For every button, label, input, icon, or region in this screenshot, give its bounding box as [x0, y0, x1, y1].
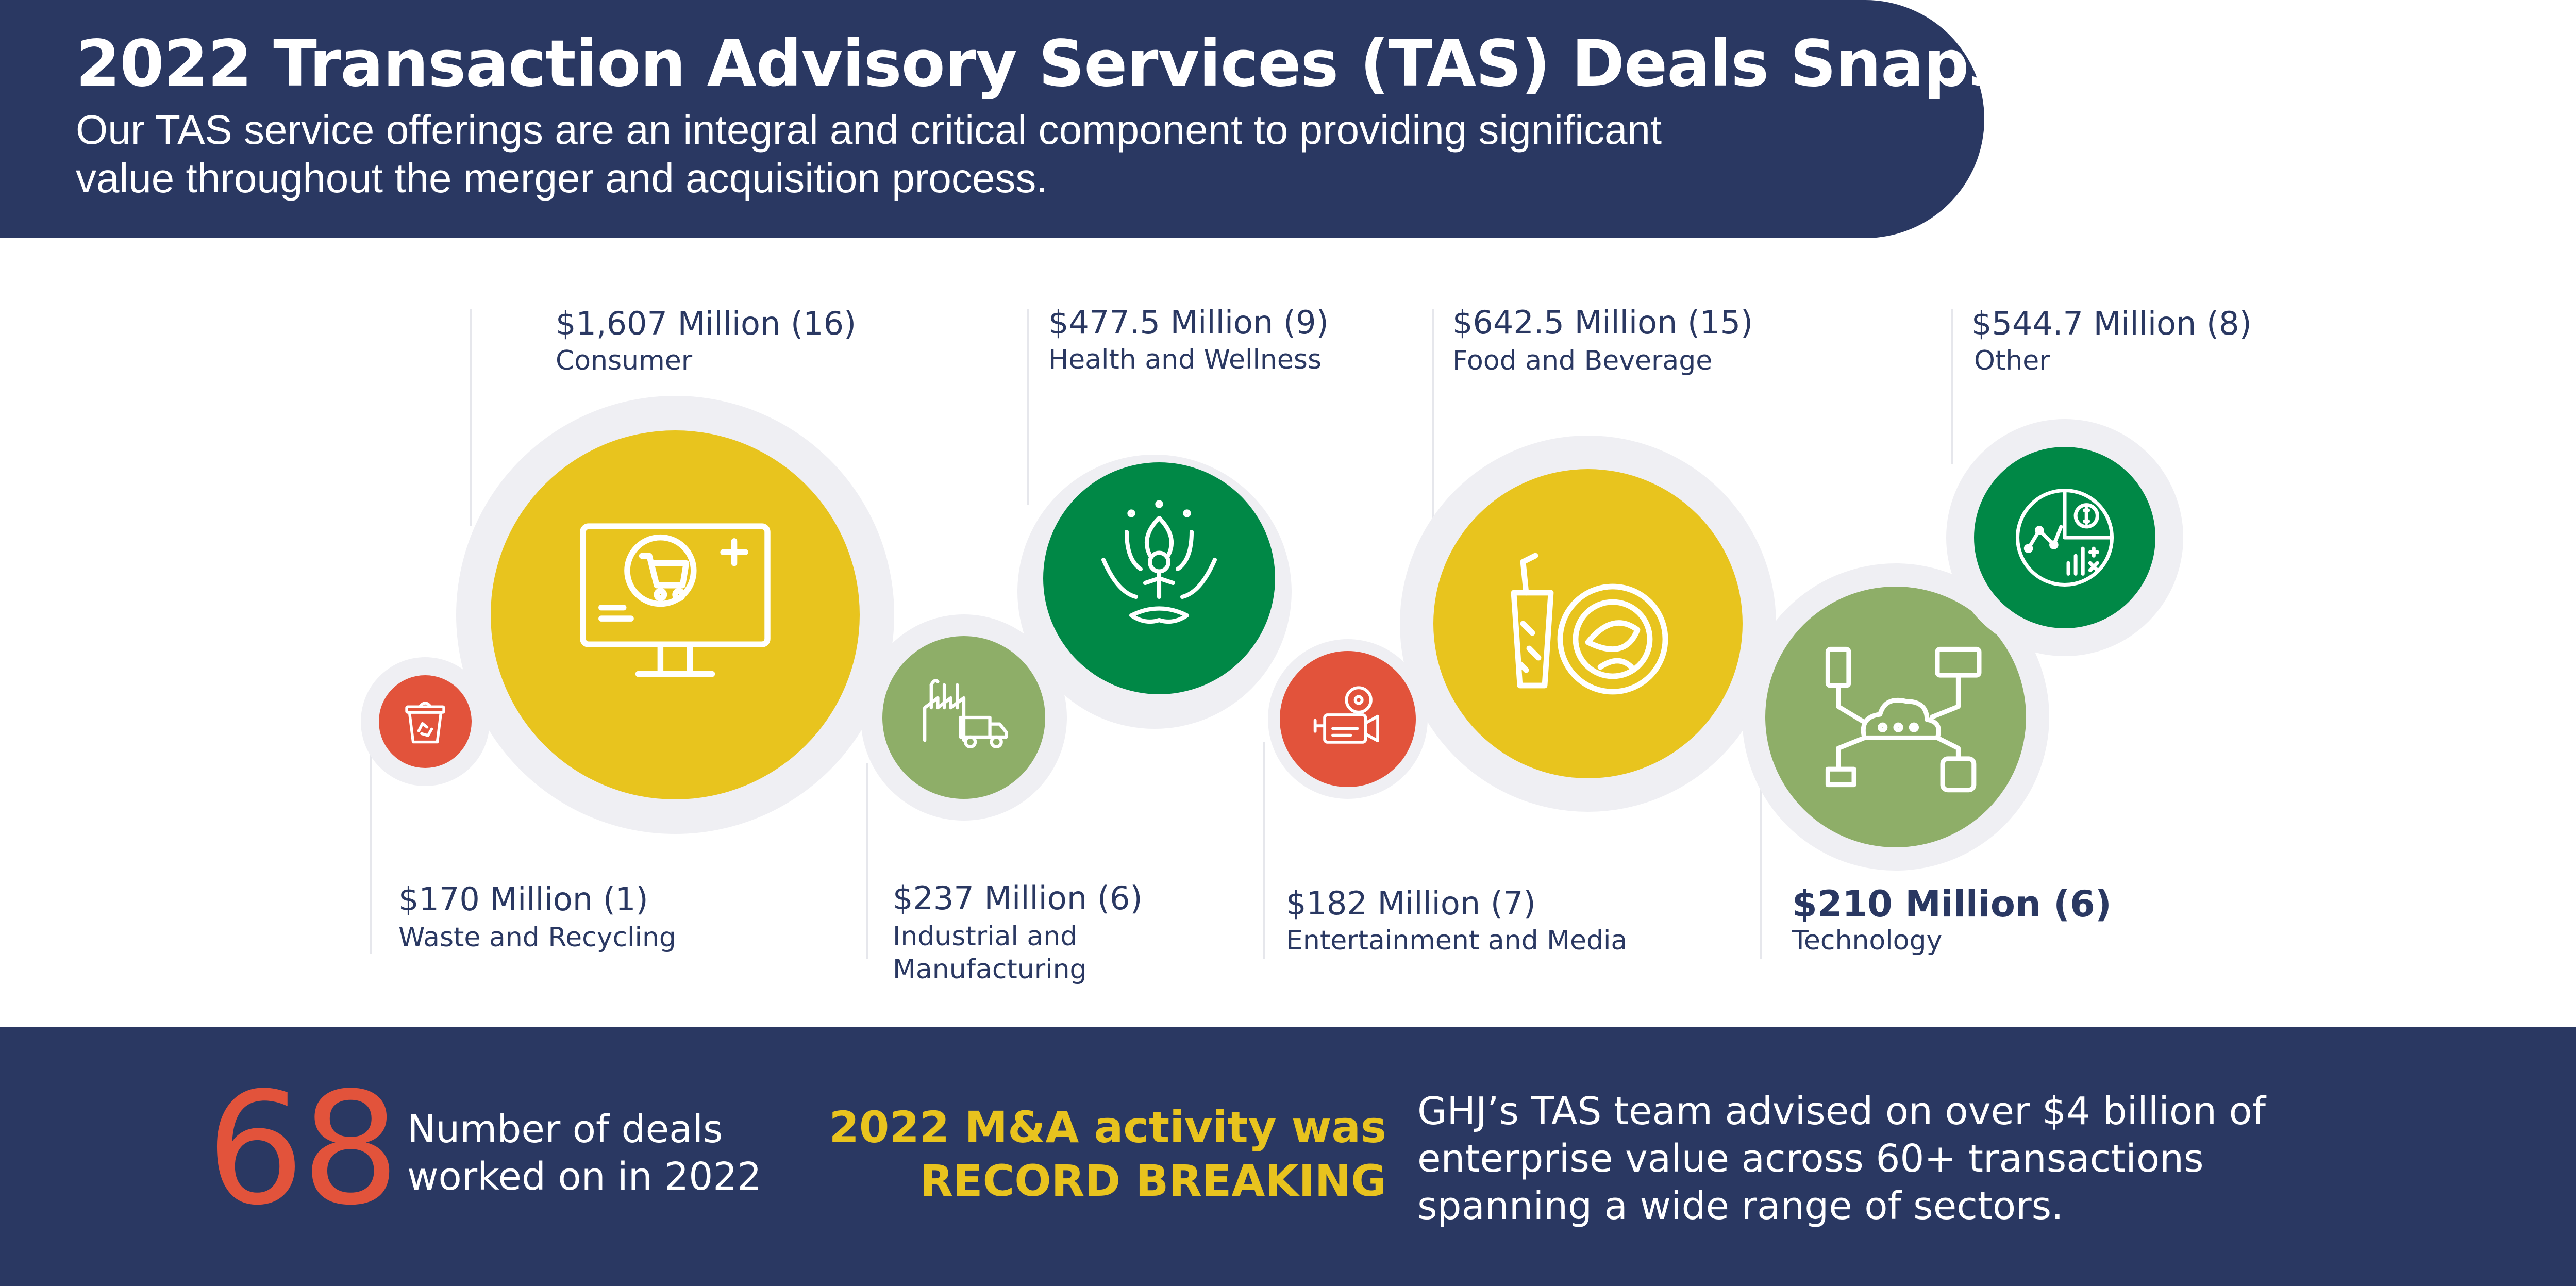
- recycling-bin-icon: [405, 702, 445, 744]
- summary-text: GHJ’s TAS team advised on over $4 billio…: [1417, 1089, 2266, 1228]
- pie-chart-analytics-icon: [2015, 488, 2114, 587]
- cloud-network-icon: [1825, 646, 1982, 793]
- industrial-disc: [882, 636, 1045, 799]
- technology-disc: [1765, 587, 2026, 847]
- lotus-meditation-icon: [1101, 500, 1217, 624]
- consumer-disc: [491, 430, 860, 799]
- consumer-sector-name: Consumer: [556, 345, 693, 376]
- footer-banner: [0, 1027, 2576, 1286]
- page-subtitle: Our TAS service offerings are an integra…: [76, 107, 1662, 201]
- food-disc: [1433, 469, 1743, 778]
- food-amount: $642.5 Million (15): [1452, 304, 1753, 341]
- waste-amount: $170 Million (1): [398, 880, 648, 918]
- other-amount: $544.7 Million (8): [1971, 305, 2252, 342]
- connector-line-technology: [1760, 773, 1762, 959]
- record-breaking-line1: 2022 M&A activity was: [829, 1102, 1386, 1153]
- deal-count: 68: [206, 1059, 400, 1239]
- food-plate-drink-icon: [1511, 553, 1668, 695]
- health-amount: $477.5 Million (9): [1048, 304, 1329, 341]
- waste-disc: [379, 675, 472, 768]
- deal-count-label: Number of deals worked on in 2022: [407, 1107, 762, 1199]
- health-disc: [1043, 462, 1275, 694]
- connector-line-entertainment: [1263, 742, 1265, 959]
- connector-line-consumer: [470, 309, 472, 526]
- connector-line-other: [1951, 309, 1953, 464]
- record-breaking-line2: RECORD BREAKING: [919, 1156, 1386, 1206]
- industrial-sector-name-line1: Industrial and: [893, 921, 1078, 952]
- header-banner: 2022 Transaction Advisory Services (TAS)…: [0, 0, 2125, 238]
- technology-amount: $210 Million (6): [1792, 883, 2112, 925]
- record-breaking-headline: 2022 M&A activity was RECORD BREAKING: [804, 1100, 1386, 1208]
- waste-sector-name: Waste and Recycling: [398, 922, 676, 953]
- industrial-sector-name-line2: Manufacturing: [893, 954, 1087, 985]
- connector-line-industrial: [866, 763, 868, 959]
- industrial-amount: $237 Million (6): [893, 879, 1143, 917]
- consumer-amount: $1,607 Million (16): [556, 305, 857, 342]
- entertainment-disc: [1280, 651, 1416, 787]
- entertainment-amount: $182 Million (7): [1286, 884, 1536, 922]
- connector-line-waste: [370, 722, 372, 954]
- connector-line-food: [1432, 309, 1434, 526]
- factory-truck-icon: [923, 679, 1008, 749]
- technology-sector-name: Technology: [1792, 925, 1943, 956]
- other-disc: [1974, 447, 2155, 628]
- connector-line-health: [1027, 309, 1029, 505]
- film-camera-icon: [1313, 686, 1379, 744]
- shopping-cart-monitor-icon: [580, 523, 771, 677]
- health-sector-name: Health and Wellness: [1048, 344, 1322, 375]
- food-sector-name: Food and Beverage: [1452, 345, 1713, 376]
- entertainment-sector-name: Entertainment and Media: [1286, 925, 1628, 956]
- other-sector-name: Other: [1974, 345, 2050, 376]
- page-title: 2022 Transaction Advisory Services (TAS)…: [76, 27, 2125, 101]
